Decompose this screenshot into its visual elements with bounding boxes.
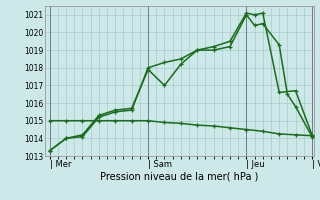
- X-axis label: Pression niveau de la mer( hPa ): Pression niveau de la mer( hPa ): [100, 172, 258, 182]
